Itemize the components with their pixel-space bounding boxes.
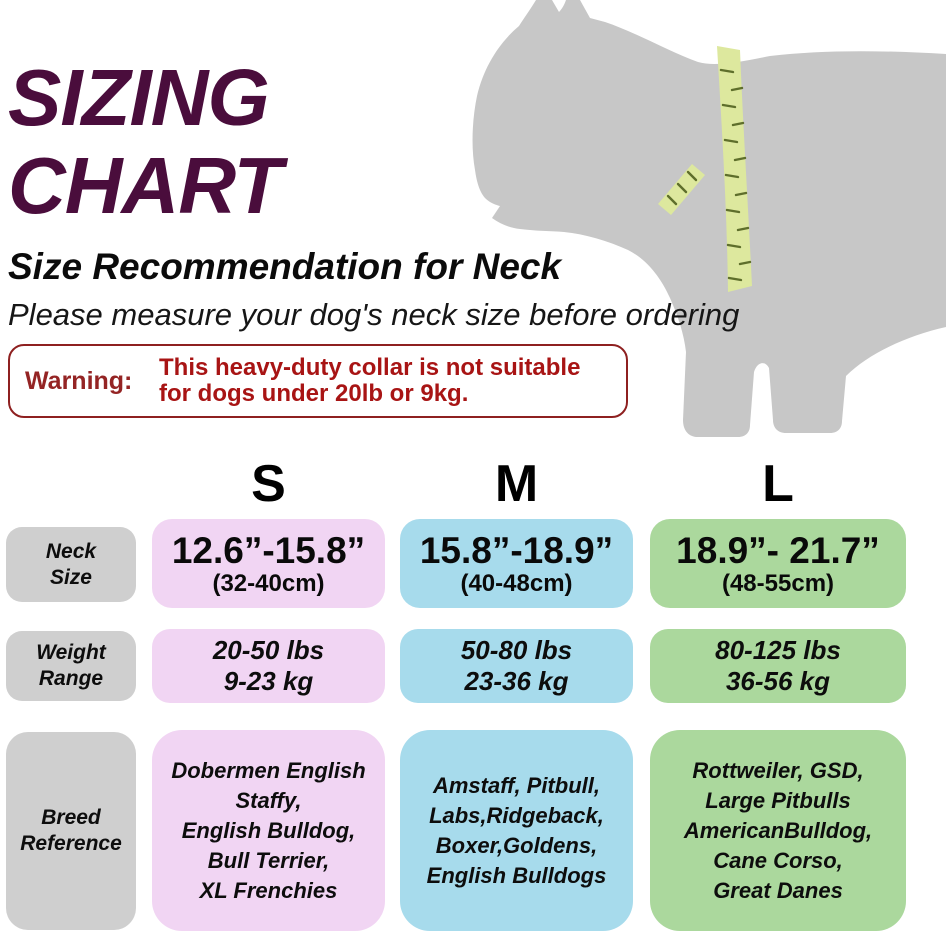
weight-range-cell-l: 80-125 lbs 36-56 kg: [650, 629, 906, 703]
dog-silhouette-illustration: [440, 0, 946, 440]
dog-body-shape: [472, 0, 946, 437]
measuring-tape-graphic: [658, 46, 752, 292]
warning-label: Warning:: [25, 366, 133, 395]
size-column-header-m: M: [494, 455, 539, 513]
warning-box: Warning: This heavy-duty collar is not s…: [8, 344, 628, 418]
size-column-header-l: L: [762, 455, 794, 513]
dog-silhouette-svg: [472, 0, 946, 437]
measuring-tape-vertical-strip: [717, 46, 752, 292]
breed-reference-cell-m: Amstaff, Pitbull, Labs,Ridgeback, Boxer,…: [400, 730, 633, 931]
row-label-neck-size: Neck Size: [6, 527, 136, 602]
breed-reference-cell-s: Dobermen English Staffy, English Bulldog…: [152, 730, 385, 931]
neck-size-cell-s: 12.6”-15.8” (32-40cm): [152, 519, 385, 608]
neck-size-inches-s: 12.6”-15.8”: [171, 529, 366, 571]
neck-size-inches-m: 15.8”-18.9”: [419, 529, 614, 571]
weight-range-cell-s: 20-50 lbs 9-23 kg: [152, 629, 385, 703]
page-subtitle: Size Recommendation for Neck: [8, 246, 562, 287]
row-label-breed-reference: Breed Reference: [6, 732, 136, 930]
neck-size-inches-l: 18.9”- 21.7”: [676, 529, 880, 571]
neck-size-cell-m: 15.8”-18.9” (40-48cm): [400, 519, 633, 608]
measure-instruction-text: Please measure your dog's neck size befo…: [8, 297, 740, 332]
page-title: SIZING CHART: [8, 53, 283, 230]
weight-range-cell-m: 50-80 lbs 23-36 kg: [400, 629, 633, 703]
row-label-weight-range: Weight Range: [6, 631, 136, 701]
neck-size-cm-l: (48-55cm): [721, 569, 835, 597]
neck-size-cm-m: (40-48cm): [460, 569, 573, 597]
neck-size-cell-l: 18.9”- 21.7” (48-55cm): [650, 519, 906, 608]
measuring-tape-tick-marks: [666, 68, 752, 282]
breed-reference-cell-l: Rottweiler, GSD, Large Pitbulls American…: [650, 730, 906, 931]
neck-size-cm-s: (32-40cm): [212, 569, 325, 597]
warning-message: This heavy-duty collar is not suitable f…: [159, 354, 581, 407]
size-column-header-s: S: [251, 455, 286, 513]
